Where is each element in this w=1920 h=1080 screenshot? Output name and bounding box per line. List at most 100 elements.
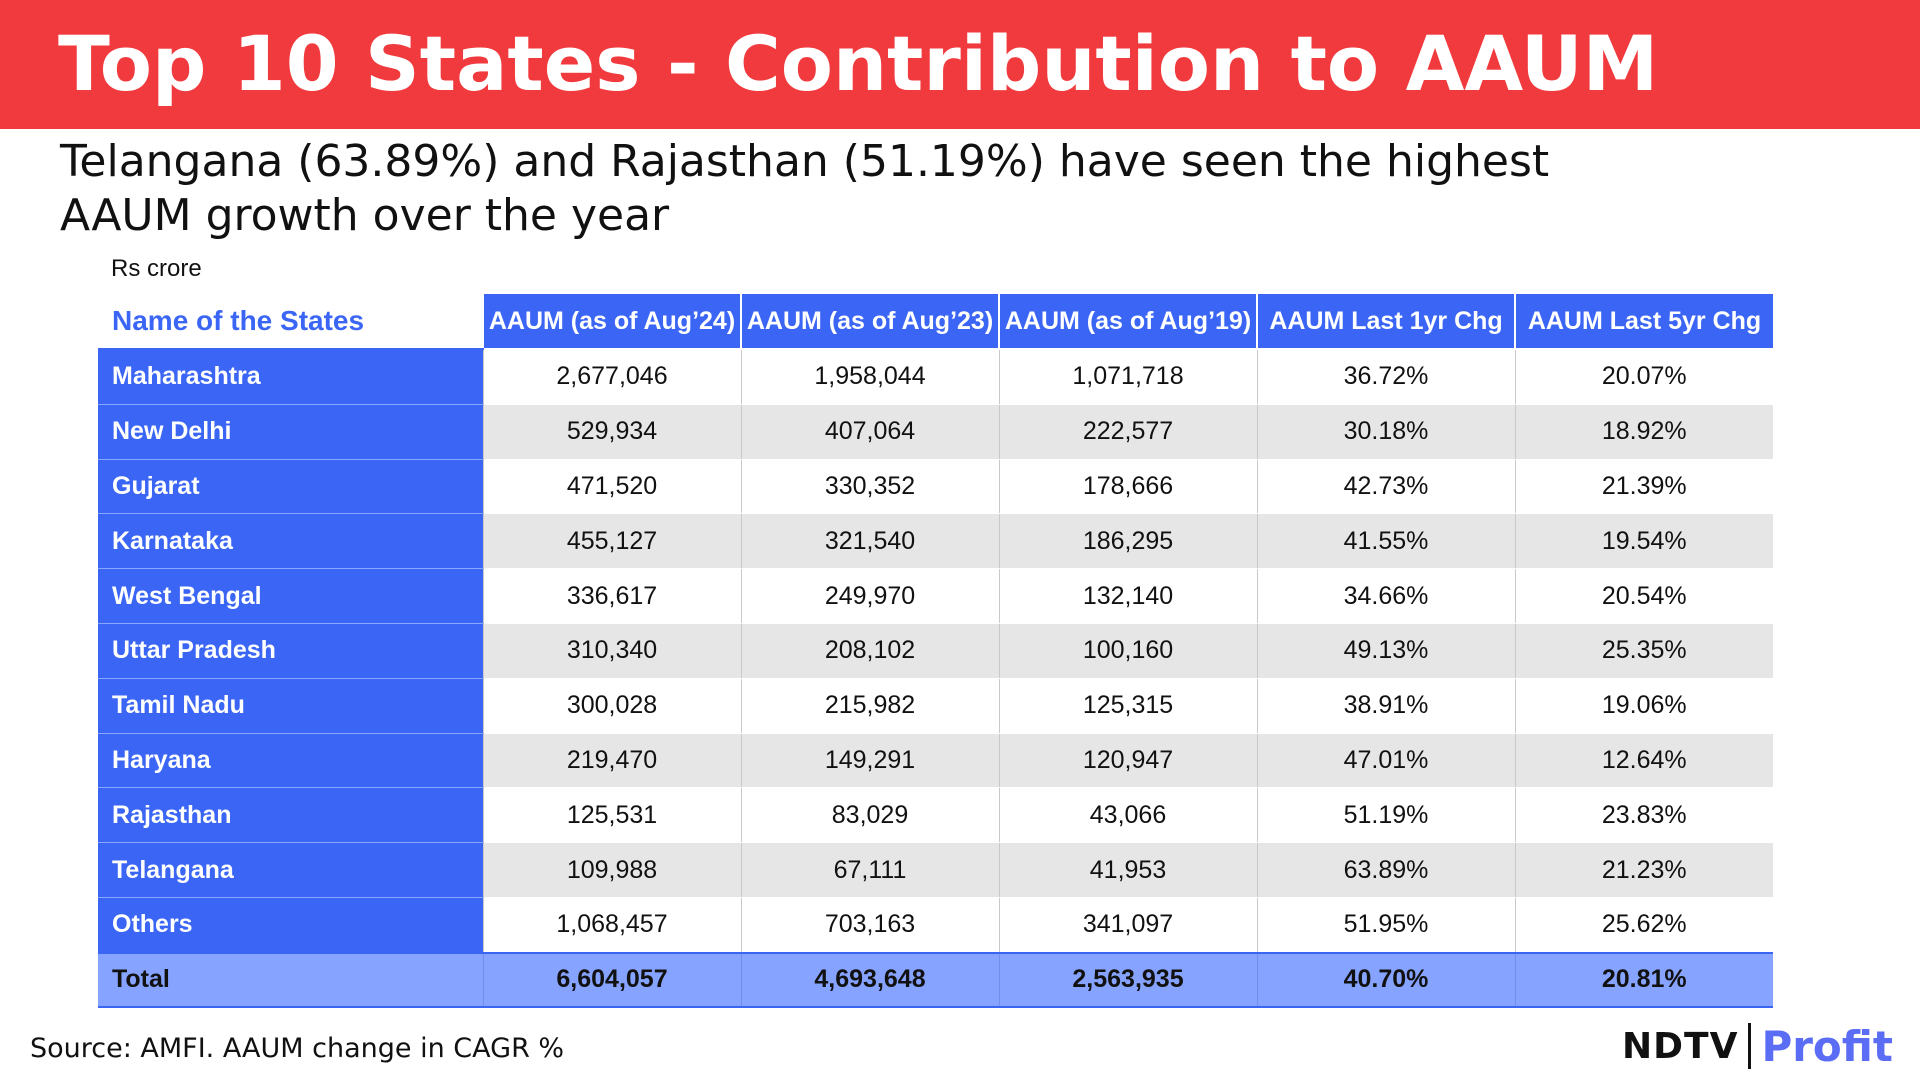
total-aaum-aug23: 4,693,648 — [740, 951, 999, 1008]
aaum-table: Name of the States AAUM (as of Aug’24) A… — [98, 294, 1773, 1008]
cell-5yr-chg: 20.07% — [1514, 347, 1773, 405]
cell-5yr-chg: 25.35% — [1514, 623, 1773, 679]
cell-aaum-aug19: 120,947 — [998, 733, 1257, 789]
cell-aaum-aug24: 529,934 — [482, 404, 741, 460]
cell-aaum-aug23: 703,163 — [740, 897, 999, 954]
cell-aaum-aug19: 41,953 — [998, 842, 1257, 898]
cell-aaum-aug24: 109,988 — [482, 842, 741, 898]
cell-5yr-chg: 19.06% — [1514, 678, 1773, 734]
cell-aaum-aug23: 249,970 — [740, 568, 999, 624]
header-1yr-chg: AAUM Last 1yr Chg — [1256, 294, 1515, 350]
cell-aaum-aug24: 125,531 — [482, 787, 741, 844]
header-aaum-aug23: AAUM (as of Aug’23) — [740, 294, 999, 350]
state-name-cell: West Bengal — [98, 568, 483, 624]
table-row: Tamil Nadu 300,028 215,982 125,315 38.91% 19.… — [98, 678, 1773, 734]
cell-aaum-aug24: 471,520 — [482, 459, 741, 515]
state-name-cell: Haryana — [98, 733, 483, 789]
cell-5yr-chg: 12.64% — [1514, 733, 1773, 789]
total-aaum-aug19: 2,563,935 — [998, 951, 1257, 1008]
table-row: Telangana 109,988 67,111 41,953 63.89% 21.23% — [98, 842, 1773, 898]
cell-5yr-chg: 21.39% — [1514, 459, 1773, 515]
cell-aaum-aug19: 186,295 — [998, 513, 1257, 570]
cell-aaum-aug23: 149,291 — [740, 733, 999, 789]
table-header-row: Name of the States AAUM (as of Aug’24) A… — [98, 294, 1773, 350]
logo-profit-text: Profit — [1761, 1021, 1893, 1071]
cell-aaum-aug19: 178,666 — [998, 459, 1257, 515]
cell-1yr-chg: 51.95% — [1256, 897, 1515, 954]
cell-1yr-chg: 49.13% — [1256, 623, 1515, 679]
table-row: Haryana 219,470 149,291 120,947 47.01% 12.64% — [98, 733, 1773, 789]
logo-divider — [1748, 1023, 1752, 1069]
state-name-cell: Others — [98, 897, 483, 954]
logo-ndtv-text: NDTV — [1622, 1025, 1739, 1067]
header-aaum-aug24: AAUM (as of Aug’24) — [482, 294, 741, 350]
table-row: Karnataka 455,127 321,540 186,295 41.55% 19.5… — [98, 513, 1773, 570]
table-row: New Delhi 529,934 407,064 222,577 30.18% 18.9… — [98, 404, 1773, 460]
table-row: Uttar Pradesh 310,340 208,102 100,160 49.13%… — [98, 623, 1773, 679]
cell-1yr-chg: 36.72% — [1256, 347, 1515, 405]
cell-aaum-aug24: 336,617 — [482, 568, 741, 624]
total-label: Total — [98, 951, 483, 1008]
cell-1yr-chg: 30.18% — [1256, 404, 1515, 460]
cell-aaum-aug19: 125,315 — [998, 678, 1257, 734]
ndtv-profit-logo: NDTV Profit — [1622, 1018, 1912, 1074]
cell-5yr-chg: 20.54% — [1514, 568, 1773, 624]
cell-aaum-aug23: 321,540 — [740, 513, 999, 570]
cell-1yr-chg: 41.55% — [1256, 513, 1515, 570]
state-name-cell: Telangana — [98, 842, 483, 898]
cell-aaum-aug19: 100,160 — [998, 623, 1257, 679]
state-name-cell: Rajasthan — [98, 787, 483, 844]
state-name-cell: Karnataka — [98, 513, 483, 570]
cell-5yr-chg: 18.92% — [1514, 404, 1773, 460]
cell-aaum-aug23: 1,958,044 — [740, 347, 999, 405]
cell-5yr-chg: 19.54% — [1514, 513, 1773, 570]
cell-aaum-aug24: 455,127 — [482, 513, 741, 570]
cell-5yr-chg: 25.62% — [1514, 897, 1773, 954]
table-row: West Bengal 336,617 249,970 132,140 34.66% 20… — [98, 568, 1773, 624]
cell-aaum-aug24: 219,470 — [482, 733, 741, 789]
cell-1yr-chg: 38.91% — [1256, 678, 1515, 734]
cell-aaum-aug24: 310,340 — [482, 623, 741, 679]
table-row: Maharashtra 2,677,046 1,958,044 1,071,718 36… — [98, 347, 1773, 405]
cell-aaum-aug19: 1,071,718 — [998, 347, 1257, 405]
cell-1yr-chg: 63.89% — [1256, 842, 1515, 898]
cell-5yr-chg: 23.83% — [1514, 787, 1773, 844]
page-title: Top 10 States - Contribution to AAUM — [58, 19, 1659, 108]
cell-aaum-aug23: 208,102 — [740, 623, 999, 679]
cell-aaum-aug19: 43,066 — [998, 787, 1257, 844]
cell-aaum-aug24: 1,068,457 — [482, 897, 741, 954]
cell-1yr-chg: 51.19% — [1256, 787, 1515, 844]
header-5yr-chg: AAUM Last 5yr Chg — [1514, 294, 1773, 350]
total-5yr-chg: 20.81% — [1514, 951, 1773, 1008]
total-aaum-aug24: 6,604,057 — [482, 951, 741, 1008]
cell-aaum-aug24: 300,028 — [482, 678, 741, 734]
header-aaum-aug19: AAUM (as of Aug’19) — [998, 294, 1257, 350]
cell-aaum-aug23: 215,982 — [740, 678, 999, 734]
header-state: Name of the States — [98, 294, 483, 350]
title-banner: Top 10 States - Contribution to AAUM — [0, 0, 1920, 129]
cell-aaum-aug19: 222,577 — [998, 404, 1257, 460]
unit-label: Rs crore — [111, 255, 202, 282]
cell-aaum-aug24: 2,677,046 — [482, 347, 741, 405]
cell-aaum-aug23: 407,064 — [740, 404, 999, 460]
state-name-cell: Uttar Pradesh — [98, 623, 483, 679]
state-name-cell: Tamil Nadu — [98, 678, 483, 734]
cell-5yr-chg: 21.23% — [1514, 842, 1773, 898]
cell-1yr-chg: 34.66% — [1256, 568, 1515, 624]
table-row: Gujarat 471,520 330,352 178,666 42.73% 21.39% — [98, 459, 1773, 515]
cell-aaum-aug23: 67,111 — [740, 842, 999, 898]
total-row: Total 6,604,057 4,693,648 2,563,935 40.7… — [98, 951, 1773, 1008]
cell-aaum-aug19: 132,140 — [998, 568, 1257, 624]
cell-aaum-aug23: 83,029 — [740, 787, 999, 844]
state-name-cell: Maharashtra — [98, 347, 483, 405]
source-note: Source: AMFI. AAUM change in CAGR % — [30, 1033, 565, 1064]
state-name-cell: Gujarat — [98, 459, 483, 515]
cell-1yr-chg: 47.01% — [1256, 733, 1515, 789]
total-1yr-chg: 40.70% — [1256, 951, 1515, 1008]
table-row: Rajasthan 125,531 83,029 43,066 51.19% 23.83% — [98, 787, 1773, 844]
cell-1yr-chg: 42.73% — [1256, 459, 1515, 515]
table-row: Others 1,068,457 703,163 341,097 51.95% 25.62… — [98, 897, 1773, 954]
subtitle: Telangana (63.89%) and Rajasthan (51.19%… — [60, 136, 1550, 241]
cell-aaum-aug23: 330,352 — [740, 459, 999, 515]
cell-aaum-aug19: 341,097 — [998, 897, 1257, 954]
